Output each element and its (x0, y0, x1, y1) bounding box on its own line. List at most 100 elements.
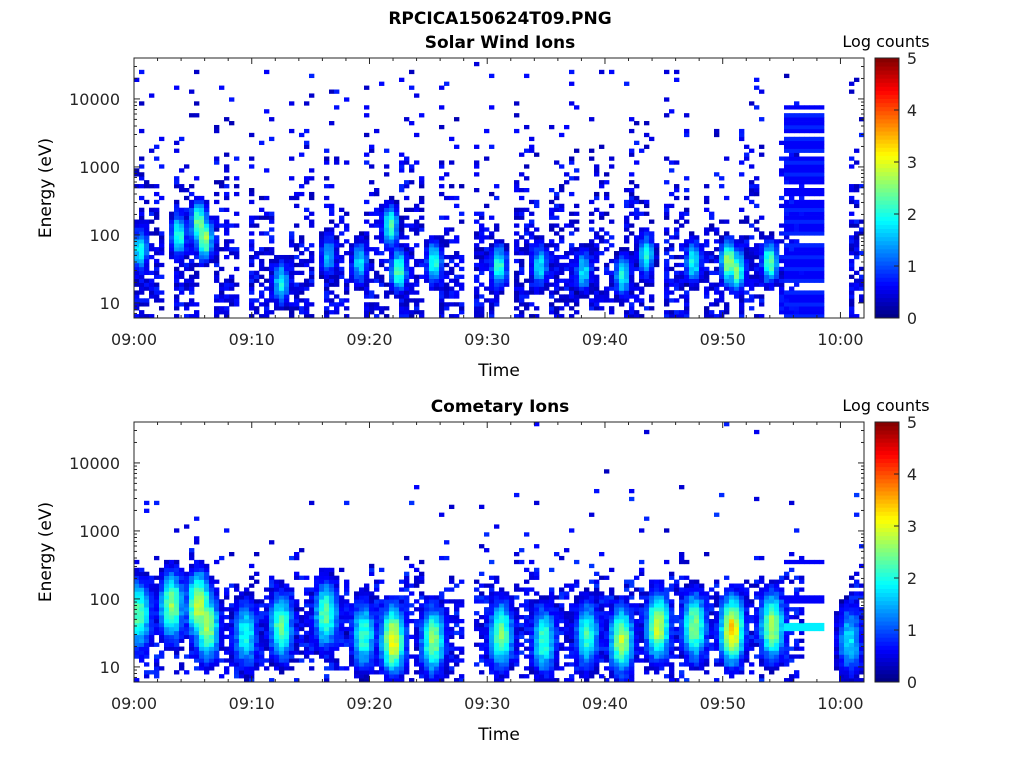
heatmap-cell (394, 286, 400, 291)
heatmap-cell (569, 314, 575, 319)
heatmap-cell (419, 575, 425, 580)
heatmap-cell (454, 235, 460, 240)
heatmap-cell (414, 258, 420, 264)
heatmap-cell (649, 254, 655, 260)
heatmap-cell (784, 310, 790, 315)
heatmap-cell (489, 599, 495, 604)
heatmap-cell (549, 254, 555, 260)
heatmap-cell (199, 615, 205, 620)
heatmap-cell (419, 180, 425, 185)
heatmap-cell (564, 266, 570, 272)
heatmap-cell (519, 626, 525, 632)
heatmap-cell (209, 247, 215, 252)
heatmap-cell (204, 231, 210, 236)
heatmap-cell (444, 239, 450, 244)
heatmap-cell (504, 274, 510, 279)
heatmap-cell (414, 223, 420, 228)
heatmap-cell (404, 156, 410, 161)
heatmap-cell (549, 646, 555, 651)
heatmap-cell (329, 622, 335, 628)
heatmap-cell (204, 203, 210, 209)
heatmap-cell (529, 650, 535, 655)
heatmap-cell (814, 144, 820, 149)
heatmap-cell (724, 266, 730, 272)
heatmap-cell (444, 626, 450, 632)
heatmap-cell (214, 599, 220, 604)
heatmap-cell (159, 607, 165, 612)
heatmap-cell (274, 615, 280, 620)
heatmap-cell (569, 634, 575, 640)
heatmap-cell (144, 282, 150, 287)
heatmap-cell (514, 207, 520, 212)
heatmap-cell (479, 231, 485, 236)
heatmap-cell (599, 235, 605, 240)
colorbar-tick-label: 1 (907, 257, 917, 276)
heatmap-cell (814, 223, 820, 228)
heatmap-cell (704, 310, 710, 315)
heatmap-cell (494, 195, 500, 201)
heatmap-cell (139, 650, 145, 655)
heatmap-cell (454, 622, 460, 628)
heatmap-cell (789, 117, 795, 122)
heatmap-cell (214, 254, 220, 260)
heatmap-cell (174, 591, 180, 596)
heatmap-cell (239, 618, 245, 624)
heatmap-cell (559, 235, 565, 240)
heatmap-cell (254, 615, 260, 620)
heatmap-cell (274, 258, 280, 264)
heatmap-cell (769, 243, 775, 248)
heatmap-cell (504, 262, 510, 268)
heatmap-cell (179, 239, 185, 244)
heatmap-cell (854, 199, 860, 205)
heatmap-cell (369, 662, 375, 667)
heatmap-cell (269, 607, 275, 612)
heatmap-cell (859, 184, 865, 189)
heatmap-cell (144, 603, 150, 608)
heatmap-cell (524, 227, 530, 232)
heatmap-cell (799, 310, 805, 315)
heatmap-cell (809, 294, 815, 299)
heatmap-cell (819, 306, 825, 311)
heatmap-cell (634, 310, 640, 315)
heatmap-cell (669, 243, 675, 248)
heatmap-cell (574, 203, 580, 209)
heatmap-cell (599, 634, 605, 640)
heatmap-cell (274, 626, 280, 632)
heatmap-cell (144, 654, 150, 659)
colorbar-segment (875, 244, 899, 250)
colorbar-segment (875, 58, 899, 63)
heatmap-cell (684, 262, 690, 268)
heatmap-cell (404, 638, 410, 643)
heatmap-cell (144, 638, 150, 643)
heatmap-cell (139, 587, 145, 592)
heatmap-cell (354, 654, 360, 659)
heatmap-cell (439, 239, 445, 244)
colorbar-tick-label: 4 (907, 101, 917, 120)
heatmap-cell (589, 247, 595, 252)
heatmap-cell (739, 132, 745, 138)
heatmap-cell (849, 306, 855, 311)
heatmap-cell (184, 579, 190, 584)
heatmap-cell (209, 622, 215, 628)
heatmap-cell (819, 262, 825, 268)
heatmap-cell (624, 298, 630, 303)
heatmap-cell (809, 191, 815, 197)
heatmap-cell (799, 306, 805, 311)
heatmap-cell (419, 113, 425, 118)
heatmap-cell (784, 180, 790, 185)
heatmap-cell (544, 626, 550, 632)
heatmap-cell (329, 247, 335, 252)
heatmap-cell (194, 207, 200, 212)
heatmap-cell (774, 243, 780, 248)
heatmap-cell (474, 211, 480, 216)
heatmap-cell (849, 258, 855, 264)
heatmap-cell (349, 262, 355, 268)
heatmap-cell (694, 235, 700, 240)
heatmap-cell (544, 650, 550, 655)
heatmap-cell (779, 294, 785, 299)
heatmap-cell (329, 298, 335, 303)
heatmap-cell (329, 302, 335, 307)
heatmap-cell (574, 599, 580, 604)
heatmap-cell (354, 615, 360, 620)
heatmap-cell (494, 258, 500, 264)
